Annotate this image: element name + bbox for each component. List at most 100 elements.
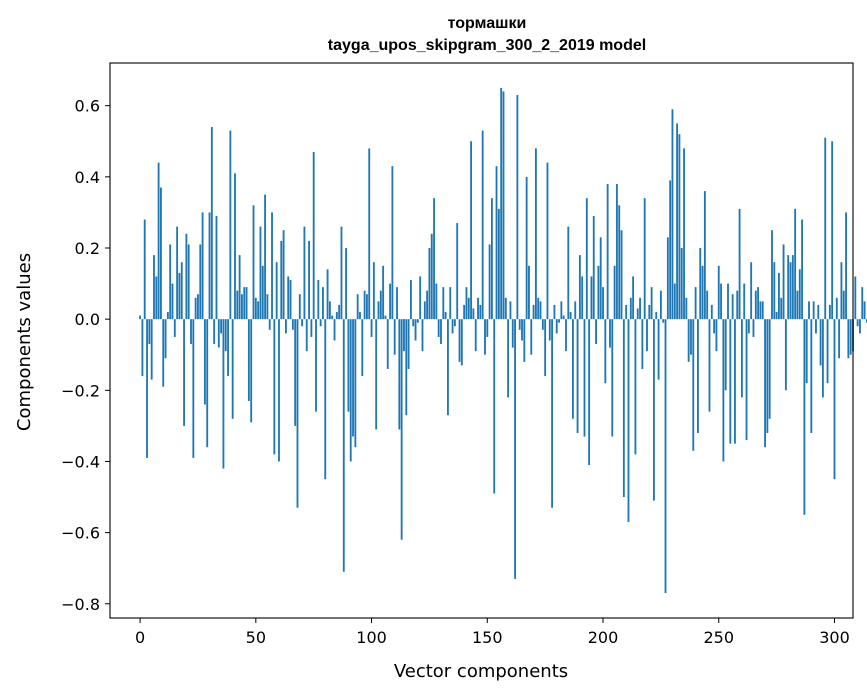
bar-211 [627,319,630,522]
bar-80 [324,319,327,480]
bar-38 [227,319,229,377]
bar-157 [502,91,505,320]
bar-136 [453,319,456,327]
y-tick-label: −0.2 [61,381,100,400]
bar-37 [224,319,227,352]
bar-229 [669,180,672,320]
bar-96 [361,319,364,377]
bar-93 [354,319,357,448]
bar-44 [241,294,243,320]
bar-139 [460,319,463,366]
bar-189 [576,319,579,433]
bar-217 [641,319,644,369]
bar-123 [423,301,426,320]
bar-195 [590,276,593,320]
bar-52 [259,226,262,320]
bar-166 [523,319,526,362]
bar-190 [578,255,581,320]
bar-228 [666,237,669,320]
bar-91 [349,319,352,462]
y-tick-label: 0.0 [75,310,100,329]
bar-149 [484,319,486,355]
bar-32 [213,319,216,345]
bar-163 [516,95,519,320]
bar-10 [162,319,165,387]
bar-174 [541,319,544,330]
bar-159 [507,319,510,398]
bar-17 [178,272,181,320]
bar-20 [185,233,188,320]
bar-121 [419,276,422,320]
bar-83 [331,315,334,320]
bar-183 [562,315,565,320]
bar-81 [326,269,329,320]
bar-132 [444,312,447,320]
bar-209 [622,319,625,498]
bar-270 [764,319,766,448]
bar-256 [731,294,734,320]
bar-105 [382,265,385,320]
bar-300 [833,319,836,480]
bar-246 [708,319,711,412]
bar-119 [414,319,417,341]
bar-185 [567,226,570,320]
bar-151 [488,244,491,320]
bar-167 [525,176,528,320]
bar-68 [296,319,299,508]
bar-244 [703,191,706,320]
bar-90 [347,319,350,412]
bar-97 [363,290,366,320]
bar-126 [430,233,433,320]
y-axis-label: Components values [14,253,35,431]
bar-224 [657,319,660,380]
bar-108 [389,283,391,320]
bar-265 [752,319,755,337]
bar-88 [342,319,345,572]
bar-48 [250,319,253,423]
bar-284 [796,290,799,320]
bar-294 [819,319,822,366]
bar-16 [176,226,179,320]
bar-170 [532,304,535,320]
bar-112 [398,319,401,430]
bar-285 [798,269,801,320]
bar-15 [173,319,176,337]
bar-135 [451,319,454,334]
bar-282 [791,255,794,320]
bar-11 [164,319,167,359]
bar-35 [220,319,223,334]
bar-250 [717,265,720,320]
bar-182 [560,301,563,320]
x-tick-label: 50 [246,628,266,647]
bar-134 [449,287,452,320]
bar-239 [692,319,695,451]
bar-5 [150,319,153,380]
bar-84 [333,319,336,341]
bar-40 [231,319,234,419]
bar-117 [409,280,412,320]
bar-141 [465,287,468,320]
bar-220 [648,304,651,320]
bar-142 [467,297,470,320]
bar-187 [572,319,574,419]
bar-3 [146,319,148,458]
chart-title: тормашки [448,15,527,32]
bar-128 [435,283,438,320]
bar-275 [775,312,778,320]
bar-116 [407,319,410,369]
bar-306 [847,319,850,359]
bar-242 [699,248,702,320]
bar-253 [724,319,727,391]
bar-212 [629,297,632,320]
bar-208 [620,230,623,320]
bar-221 [650,287,653,320]
bar-92 [352,319,354,437]
bar-231 [673,283,676,320]
bar-204 [611,319,614,437]
bar-175 [544,319,547,377]
bar-109 [391,166,394,320]
x-tick-label: 200 [588,628,619,647]
bar-161 [511,319,514,348]
bar-222 [653,319,655,501]
